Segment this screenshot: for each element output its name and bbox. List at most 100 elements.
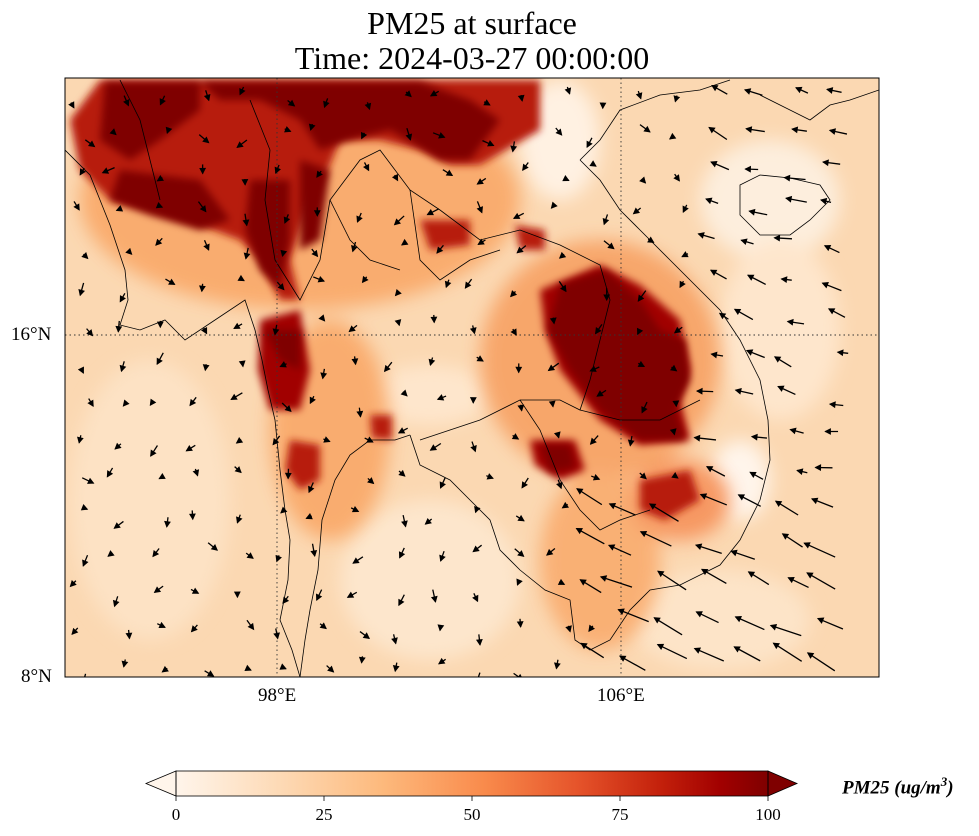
wind-arrow-head <box>560 284 567 293</box>
wind-arrow-head <box>125 247 133 255</box>
wind-arrow-head <box>710 161 718 168</box>
wind-arrow-head <box>233 591 241 599</box>
wind-arrow-head <box>101 167 110 174</box>
wind-arrow-head <box>512 212 521 219</box>
wind-arrow-head <box>516 621 524 628</box>
wind-arrow-head <box>516 246 524 254</box>
wind-arrow-head <box>602 217 610 226</box>
wind-arrow-head <box>318 314 326 322</box>
wind-arrow-head <box>246 552 254 559</box>
wind-arrow-head <box>781 533 790 540</box>
wind-arrow-head <box>711 84 719 92</box>
wind-arrow-head <box>273 632 280 640</box>
wind-arrow-head <box>550 201 558 209</box>
wind-arrow-head <box>394 289 402 297</box>
wind-arrow-head <box>77 366 84 374</box>
wind-arrow-head <box>639 472 647 480</box>
wind-arrow-head <box>279 361 287 368</box>
wind-arrow-head <box>210 544 219 551</box>
wind-arrow-head <box>826 87 834 94</box>
map-panel <box>65 78 879 677</box>
wind-arrow-head <box>641 406 648 414</box>
lat-tick-8N: 8°N <box>21 666 52 687</box>
colorbar-tick-100: 100 <box>755 805 781 824</box>
wind-arrow-head <box>189 398 197 407</box>
wind-arrow-head <box>115 325 123 333</box>
wind-arrow-head <box>424 517 432 525</box>
wind-arrow-head <box>202 364 210 372</box>
wind-arrow-head <box>743 88 752 95</box>
wind-arrow-head <box>438 132 446 139</box>
wind-arrow-head <box>317 275 325 283</box>
wind-arrow-head <box>617 608 625 615</box>
wind-arrow-head <box>203 243 210 251</box>
wind-arrow-head <box>561 501 569 509</box>
wind-arrow-head <box>287 99 296 107</box>
wind-arrow-head <box>284 472 292 480</box>
wind-arrow-head <box>81 676 83 677</box>
wind-arrow-head <box>284 126 292 133</box>
wind-arrow-head <box>575 528 583 535</box>
wind-arrow-head <box>789 427 797 435</box>
wind-arrow-head <box>361 275 369 284</box>
wind-arrow-head <box>87 399 94 407</box>
wind-arrow-head <box>648 503 657 510</box>
wind-arrow-head <box>821 282 829 289</box>
wind-arrow-head <box>823 244 832 252</box>
wind-arrow-head <box>81 252 89 260</box>
colorbar-gradient <box>176 771 768 796</box>
wind-arrow-head <box>476 206 483 214</box>
wind-arrow-head <box>430 316 438 324</box>
wind-arrow-head <box>362 632 371 639</box>
lon-tick-98E: 98°E <box>258 685 297 706</box>
wind-arrow-head <box>562 174 570 182</box>
wind-arrow-head <box>107 550 115 557</box>
colorbar-unit-close: ) <box>947 777 954 799</box>
wind-arrow-head <box>71 627 79 636</box>
wind-arrow-head <box>86 329 94 337</box>
wind-arrow-head <box>400 389 408 397</box>
wind-arrow-head <box>309 396 316 405</box>
wind-arrow-head <box>709 269 718 276</box>
wind-arrow-head <box>358 656 366 664</box>
wind-arrow-head <box>786 318 794 326</box>
wind-arrow-head <box>274 166 281 175</box>
wind-arrow-head <box>671 471 679 479</box>
wind-arrow-shaft <box>640 531 672 547</box>
wind-arrow-head <box>668 132 677 140</box>
wind-arrow-head <box>607 544 616 551</box>
wind-arrow-head <box>594 327 602 335</box>
wind-arrow-head <box>122 399 130 407</box>
wind-arrow-head <box>284 404 292 412</box>
wind-arrow-head <box>589 160 597 167</box>
wind-arrow-head <box>149 398 157 406</box>
wind-arrow-shaft <box>649 503 679 522</box>
wind-arrow-head <box>556 481 563 490</box>
wind-arrow-head <box>383 364 391 373</box>
wind-arrow-head <box>787 576 795 584</box>
wind-arrow-head <box>243 252 251 260</box>
wind-arrow-head <box>236 516 243 524</box>
wind-arrow-head <box>439 554 446 562</box>
wind-arrow-head <box>814 464 822 472</box>
wind-arrow-head <box>607 242 615 250</box>
wind-arrow-head <box>109 128 117 136</box>
wind-arrow-head <box>283 216 291 224</box>
wind-arrow-head <box>323 100 330 109</box>
wind-arrow-head <box>517 94 525 102</box>
wind-arrow-head <box>236 141 244 149</box>
wind-arrow-head <box>391 637 398 645</box>
wind-arrow-head <box>247 622 255 631</box>
wind-arrow-head <box>672 400 680 408</box>
wind-arrow-head <box>693 647 702 654</box>
wind-arrow-head <box>475 638 483 646</box>
wind-arrow-head <box>429 444 438 451</box>
wind-arrow-head <box>795 86 803 94</box>
wind-arrow-head <box>673 95 681 103</box>
wind-arrow-head <box>517 404 525 412</box>
wind-arrow-head <box>320 372 328 380</box>
wind-arrow-head <box>828 401 836 409</box>
wind-arrow-head <box>564 87 572 95</box>
wind-arrow-head <box>824 428 831 435</box>
